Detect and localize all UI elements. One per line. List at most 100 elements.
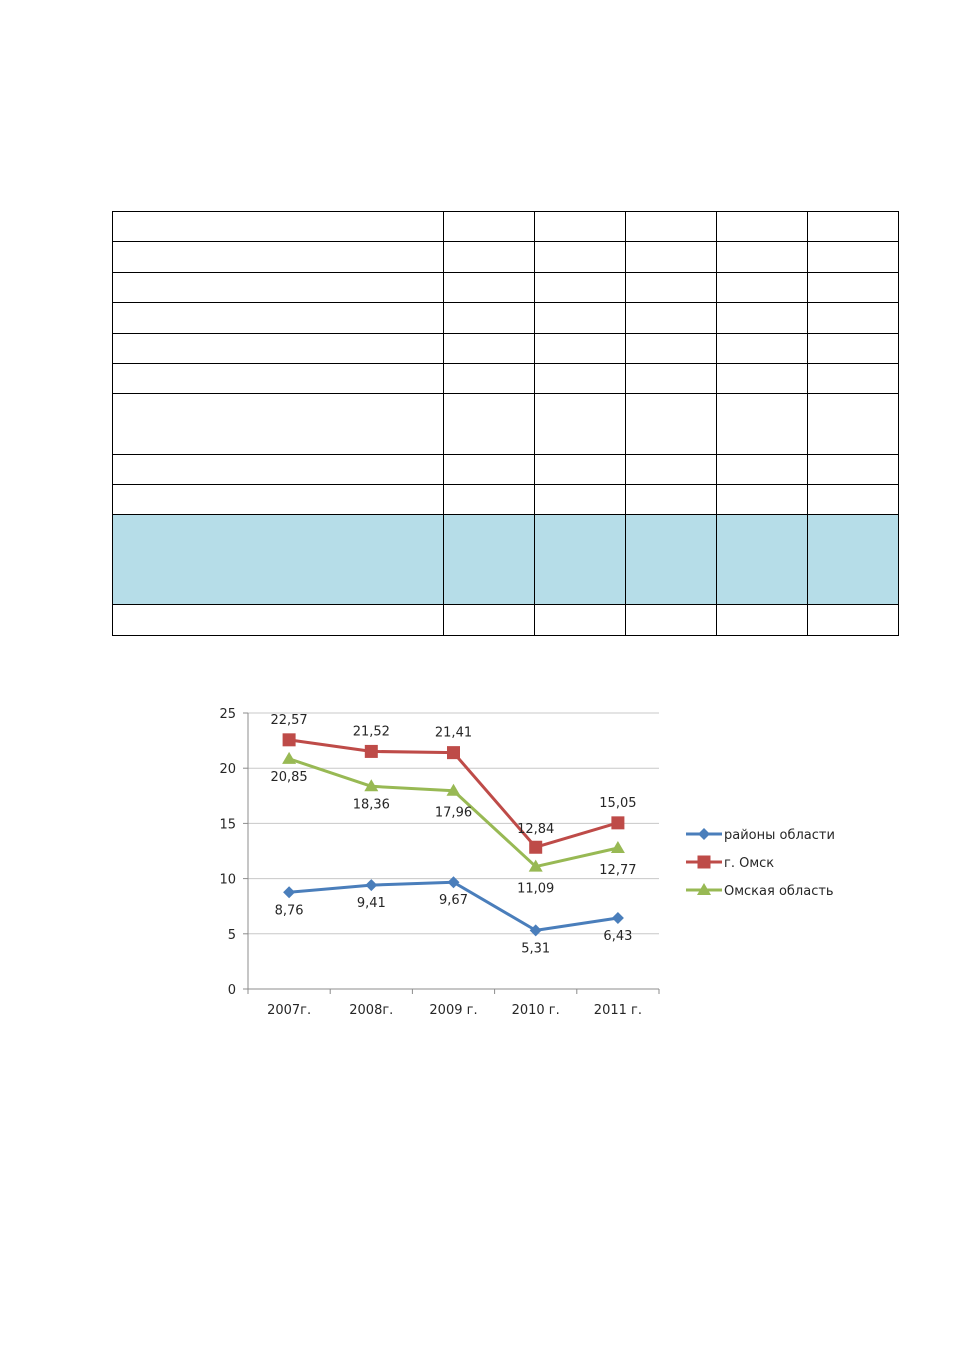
table-row (112, 211, 899, 242)
table-cell (625, 241, 717, 273)
data-point (365, 879, 378, 892)
table-row (112, 241, 899, 273)
data-table (112, 211, 899, 636)
data-point (282, 751, 297, 764)
table-row (112, 333, 899, 364)
table-cell (625, 514, 717, 605)
legend-marker (697, 855, 711, 869)
table-cell (112, 302, 444, 334)
table-cell (625, 363, 717, 394)
table-cell (443, 241, 535, 273)
table-cell (534, 604, 626, 636)
table-cell (534, 363, 626, 394)
table-cell (112, 393, 444, 455)
table-cell (716, 514, 808, 605)
table-cell (807, 363, 899, 394)
table-cell (443, 393, 535, 455)
data-point (529, 840, 543, 854)
data-point (282, 733, 296, 747)
table-cell (112, 454, 444, 485)
data-point (364, 744, 378, 758)
legend-marker (697, 883, 711, 895)
legend-label: Омская область (724, 884, 834, 899)
table-cell (534, 393, 626, 455)
y-tick-label: 25 (219, 707, 236, 722)
data-label: 18,36 (353, 797, 390, 812)
table-cell (534, 272, 626, 303)
table-cell (625, 302, 717, 334)
y-tick-label: 10 (219, 873, 236, 888)
table-row (112, 393, 899, 455)
data-label: 6,43 (603, 929, 632, 944)
table-cell (625, 272, 717, 303)
x-tick-label: 2011 г. (594, 1003, 642, 1018)
table-cell (716, 241, 808, 273)
table-cell (716, 393, 808, 455)
table-cell (112, 484, 444, 515)
table-cell (716, 484, 808, 515)
data-point (610, 841, 625, 854)
table-cell (807, 514, 899, 605)
table-cell (443, 211, 535, 242)
table-cell (534, 333, 626, 364)
table-cell (807, 333, 899, 364)
table-cell (807, 454, 899, 485)
table-cell (443, 454, 535, 485)
data-label: 8,76 (275, 903, 304, 918)
data-label: 5,31 (521, 941, 550, 956)
table-cell (716, 363, 808, 394)
data-point (611, 816, 625, 830)
data-point (283, 886, 296, 899)
data-label: 21,52 (353, 724, 390, 739)
table-cell (625, 333, 717, 364)
table-cell (807, 241, 899, 273)
table-cell (112, 333, 444, 364)
table-cell (625, 484, 717, 515)
table-cell (807, 604, 899, 636)
table-cell (625, 393, 717, 455)
data-label: 11,09 (517, 882, 554, 897)
legend-label: г. Омск (724, 856, 774, 871)
table-cell (443, 514, 535, 605)
data-label: 22,57 (270, 713, 307, 728)
table-cell (716, 333, 808, 364)
table-row (112, 363, 899, 394)
table-cell (534, 484, 626, 515)
table-cell (625, 604, 717, 636)
y-tick-label: 20 (219, 762, 236, 777)
data-point (364, 779, 379, 792)
table-cell (807, 393, 899, 455)
x-tick-label: 2010 г. (512, 1003, 560, 1018)
table-cell (112, 604, 444, 636)
table-cell (443, 484, 535, 515)
table-cell (534, 211, 626, 242)
table-cell (443, 302, 535, 334)
table-cell (112, 363, 444, 394)
data-point (447, 746, 460, 760)
table-row (112, 484, 899, 515)
legend-label: районы области (724, 828, 835, 843)
x-tick-label: 2008г. (349, 1003, 393, 1018)
data-label: 12,84 (517, 822, 554, 837)
legend-marker (698, 828, 710, 840)
y-tick-label: 5 (228, 928, 236, 943)
table-cell (443, 604, 535, 636)
data-label: 15,05 (599, 796, 636, 811)
table-row (112, 302, 899, 334)
data-label: 9,41 (357, 896, 386, 911)
table-row (112, 272, 899, 303)
table-cell (716, 604, 808, 636)
x-tick-label: 2009 г. (429, 1003, 477, 1018)
table-cell (534, 514, 626, 605)
data-label: 12,77 (599, 863, 636, 878)
table-row (112, 454, 899, 485)
table-cell (807, 272, 899, 303)
table-cell (716, 272, 808, 303)
data-point (528, 859, 543, 872)
data-label: 20,85 (270, 770, 307, 785)
table-cell (534, 302, 626, 334)
table-cell (716, 454, 808, 485)
table-row (112, 514, 899, 605)
data-label: 17,96 (435, 806, 472, 821)
